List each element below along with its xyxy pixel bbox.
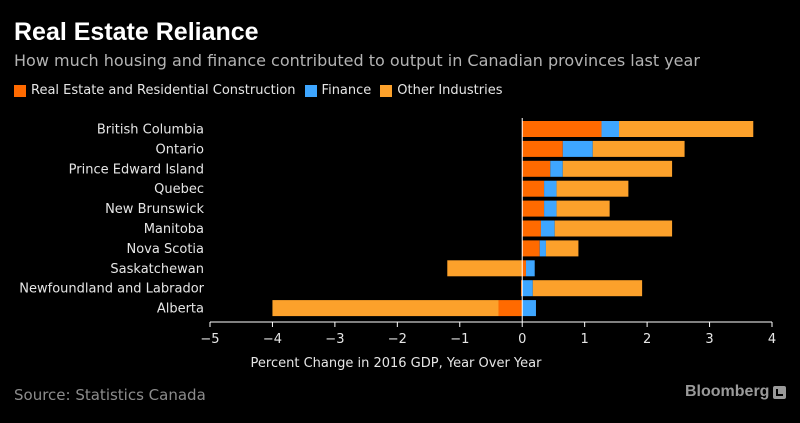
- x-axis-title: Percent Change in 2016 GDP, Year Over Ye…: [251, 356, 543, 371]
- bar-finance: [522, 280, 533, 297]
- bar-finance: [601, 121, 620, 137]
- bar-finance: [550, 160, 563, 177]
- bar-other-industries: [592, 140, 685, 157]
- x-tick-label: 0: [518, 332, 526, 347]
- bar-real-estate: [520, 280, 523, 297]
- bloomberg-icon: [773, 385, 787, 399]
- bar-other-industries: [447, 260, 523, 277]
- bar-other-industries: [619, 121, 754, 137]
- bar-other-industries: [562, 160, 673, 177]
- category-label: Prince Edward Island: [69, 162, 204, 177]
- bar-real-estate: [522, 121, 602, 137]
- category-label: British Columbia: [97, 123, 204, 138]
- bar-finance: [562, 140, 593, 157]
- bar-other-industries: [556, 200, 610, 217]
- legend-label-other-industries: Other Industries: [397, 83, 503, 98]
- bar-real-estate: [522, 160, 551, 177]
- legend-item-finance: Finance: [304, 83, 372, 98]
- bar-real-estate: [522, 220, 541, 237]
- legend: Real Estate and Residential Construction…: [14, 83, 512, 98]
- legend-item-real-estate: Real Estate and Residential Construction: [14, 83, 296, 98]
- bar-other-industries: [272, 300, 499, 317]
- x-tick-label: 3: [705, 332, 713, 347]
- bar-finance: [544, 200, 557, 217]
- bar-real-estate: [522, 180, 545, 197]
- x-tick-label: 4: [768, 332, 776, 347]
- bar-other-industries: [556, 180, 629, 197]
- bar-real-estate: [498, 300, 523, 317]
- category-label: New Brunswick: [105, 202, 204, 217]
- bar-other-industries: [554, 220, 673, 237]
- bar-real-estate: [522, 140, 563, 157]
- legend-swatch-real-estate: [14, 84, 26, 97]
- category-label: Alberta: [157, 302, 204, 317]
- x-tick-label: 1: [581, 332, 589, 347]
- bar-finance: [539, 240, 546, 257]
- bar-finance: [522, 300, 536, 317]
- legend-item-other-industries: Other Industries: [380, 83, 503, 98]
- source-note: Source: Statistics Canada: [14, 386, 206, 404]
- bar-real-estate: [522, 260, 526, 277]
- category-label: Newfoundland and Labrador: [19, 282, 204, 297]
- category-label: Saskatchewan: [110, 262, 204, 277]
- bar-finance: [525, 260, 535, 277]
- category-label: Ontario: [156, 142, 204, 157]
- bar-finance: [540, 220, 555, 237]
- x-tick-label: −2: [388, 332, 407, 347]
- x-tick-label: 2: [643, 332, 651, 347]
- chart-subtitle: How much housing and finance contributed…: [14, 51, 700, 70]
- brand-logo: Bloomberg: [685, 383, 787, 401]
- bar-real-estate: [522, 240, 540, 257]
- bar-real-estate: [522, 200, 545, 217]
- legend-label-real-estate: Real Estate and Residential Construction: [31, 83, 296, 98]
- bar-other-industries: [532, 280, 643, 297]
- bar-other-industries: [545, 240, 579, 257]
- x-tick-label: −4: [263, 332, 282, 347]
- category-label: Quebec: [154, 182, 204, 197]
- legend-swatch-other-industries: [380, 84, 393, 97]
- bar-finance: [544, 180, 557, 197]
- category-label: Manitoba: [144, 222, 204, 237]
- brand-name: Bloomberg: [685, 383, 770, 400]
- x-tick-label: −3: [325, 332, 344, 347]
- x-tick-label: −5: [200, 332, 219, 347]
- legend-label-finance: Finance: [321, 83, 372, 98]
- chart-title: Real Estate Reliance: [14, 18, 259, 46]
- x-tick-label: −1: [450, 332, 469, 347]
- legend-swatch-finance: [304, 84, 317, 97]
- category-label: Nova Scotia: [127, 242, 205, 257]
